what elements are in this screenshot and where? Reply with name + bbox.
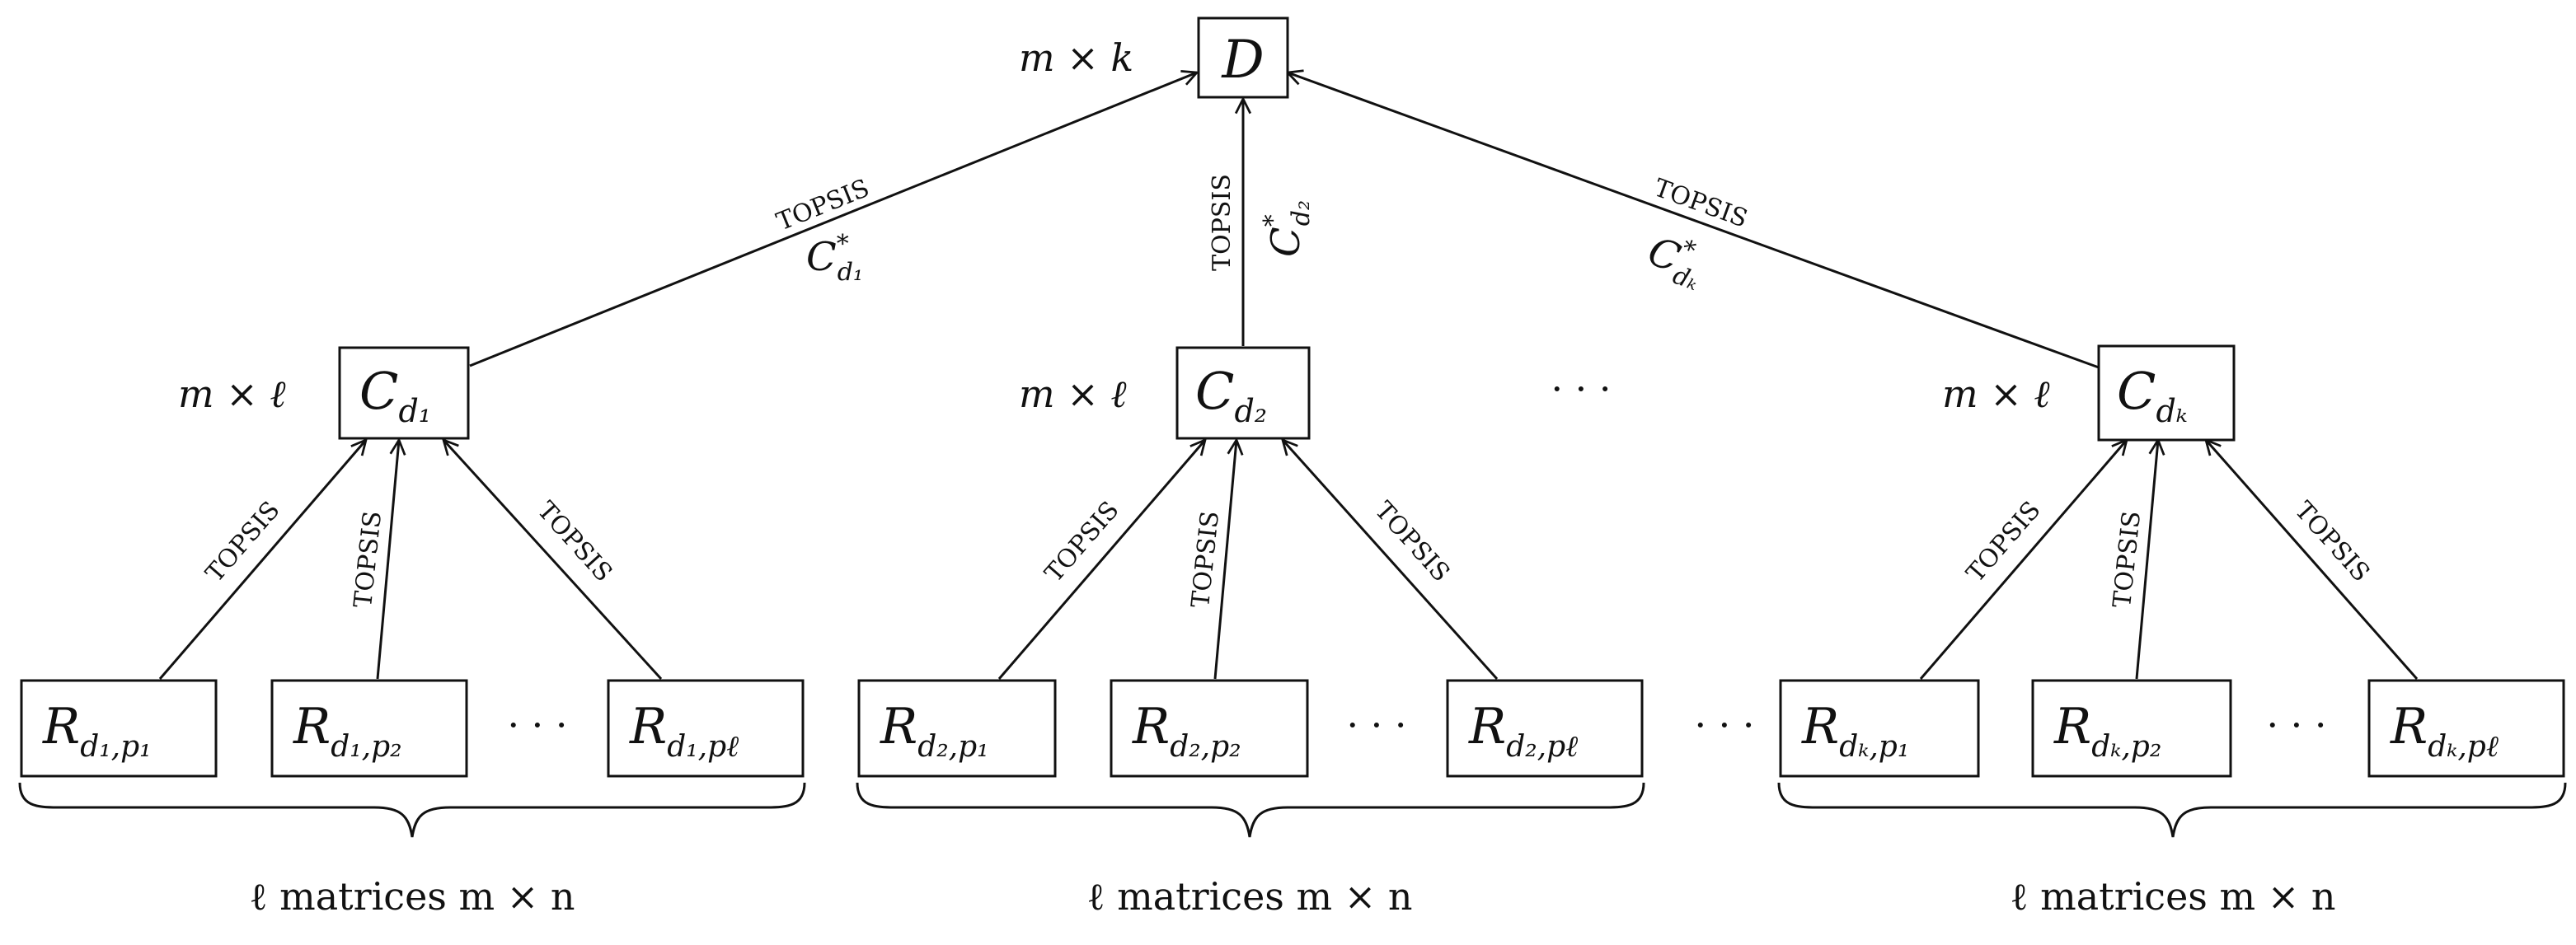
topsis-label-r11: TOPSIS xyxy=(200,496,286,588)
node-r22: Rd₂,p₂ xyxy=(1110,679,1309,778)
node-rkl: Rdₖ,pℓ xyxy=(2367,679,2565,778)
edge-r1l-to-c1 xyxy=(443,440,663,681)
node-c1: Cd₁ xyxy=(338,346,470,440)
topsis-label-r1l: TOPSIS xyxy=(532,496,618,587)
weight-label-ck: C*dₖ xyxy=(1640,224,1711,297)
edge-r11-to-c1 xyxy=(158,440,366,680)
brace-label-bk: ℓ matrices m × n xyxy=(2010,874,2335,919)
edge-r22-to-c2 xyxy=(1213,440,1236,680)
svg-text:Rdₖ,pℓ: Rdₖ,pℓ xyxy=(2390,698,2499,764)
leaf-row-ellipsis: · · · xyxy=(1694,703,1754,747)
edges xyxy=(158,73,2419,681)
topsis-label-ck-d: TOPSIS xyxy=(1650,173,1752,233)
topsis-label-rkl: TOPSIS xyxy=(2289,496,2376,587)
node-r12: Rd₁,p₂ xyxy=(270,679,468,778)
topsis-label-r21: TOPSIS xyxy=(1039,496,1125,588)
svg-text:Rd₁,pℓ: Rd₁,pℓ xyxy=(629,698,739,764)
leaf-ellipsis-b2: · · · xyxy=(1346,703,1406,747)
node-rk2: Rdₖ,p₂ xyxy=(2031,679,2232,778)
brace-label-b2: ℓ matrices m × n xyxy=(1086,874,1412,919)
weight-label-c2: C*d₂ xyxy=(1259,200,1316,257)
node-c2: Cd₂ xyxy=(1175,346,1311,440)
svg-text:Cdₖ: Cdₖ xyxy=(2117,361,2188,429)
svg-text:Rd₁,p₁: Rd₁,p₁ xyxy=(42,698,152,764)
dim-label-d: m × k xyxy=(1019,35,1133,80)
svg-text:Rd₁,p₂: Rd₁,p₂ xyxy=(293,698,402,764)
edge-c1-to-d xyxy=(469,73,1197,367)
dim-label-ck: m × ℓ xyxy=(1942,372,2050,416)
svg-text:Cd₂: Cd₂ xyxy=(1195,361,1267,429)
mid-ellipsis: · · · xyxy=(1551,367,1611,411)
edge-ck-to-d xyxy=(1288,73,2100,369)
topsis-label-r2l: TOPSIS xyxy=(1369,496,1456,587)
topsis-label-rk2: TOPSIS xyxy=(2108,510,2147,610)
brace-b1 xyxy=(18,782,806,838)
topsis-label-r12: TOPSIS xyxy=(349,510,387,610)
node-rk1: Rdₖ,p₁ xyxy=(1779,679,1980,778)
svg-text:Rd₂,pℓ: Rd₂,pℓ xyxy=(1468,698,1578,764)
svg-text:Rdₖ,p₂: Rdₖ,p₂ xyxy=(2053,698,2161,764)
leaf-ellipsis-bk: · · · xyxy=(2266,703,2326,747)
leaf-ellipsis-b1: · · · xyxy=(507,703,567,747)
brace-b2 xyxy=(856,782,1645,838)
topsis-label-r22: TOPSIS xyxy=(1186,510,1225,610)
svg-text:Rdₖ,p₁: Rdₖ,p₁ xyxy=(1801,698,1909,764)
topsis-label-rk1: TOPSIS xyxy=(1961,496,2047,588)
topsis-label-c1-d: TOPSIS xyxy=(772,174,873,237)
svg-text:Cd₁: Cd₁ xyxy=(359,361,431,429)
topsis-label-c2-d: TOPSIS xyxy=(1208,174,1236,271)
weight-label-c1: C* d₁ xyxy=(806,230,863,287)
brace-label-b1: ℓ matrices m × n xyxy=(249,874,575,919)
node-r11: Rd₁,p₁ xyxy=(20,679,218,778)
node-r2l: Rd₂,pℓ xyxy=(1446,679,1644,778)
svg-text:Rd₂,p₂: Rd₂,p₂ xyxy=(1132,698,1241,764)
edge-rkl-to-ck xyxy=(2206,440,2419,680)
edge-r2l-to-c2 xyxy=(1283,440,1499,681)
svg-text:Rd₂,p₁: Rd₂,p₁ xyxy=(880,698,989,764)
node-ck: Cdₖ xyxy=(2097,344,2236,442)
edge-r21-to-c2 xyxy=(997,440,1205,680)
dim-label-c1: m × ℓ xyxy=(178,372,286,416)
node-d: D xyxy=(1197,16,1289,99)
brace-bk xyxy=(1777,782,2567,838)
dim-label-c2: m × ℓ xyxy=(1019,372,1127,416)
edge-r12-to-c1 xyxy=(376,440,399,680)
edge-rk1-to-ck xyxy=(1919,440,2127,680)
edge-rk2-to-ck xyxy=(2135,440,2158,680)
node-r1l: Rd₁,pℓ xyxy=(607,679,805,778)
node-r21: Rd₂,p₁ xyxy=(857,679,1057,778)
node-d-label: D xyxy=(1221,30,1264,91)
